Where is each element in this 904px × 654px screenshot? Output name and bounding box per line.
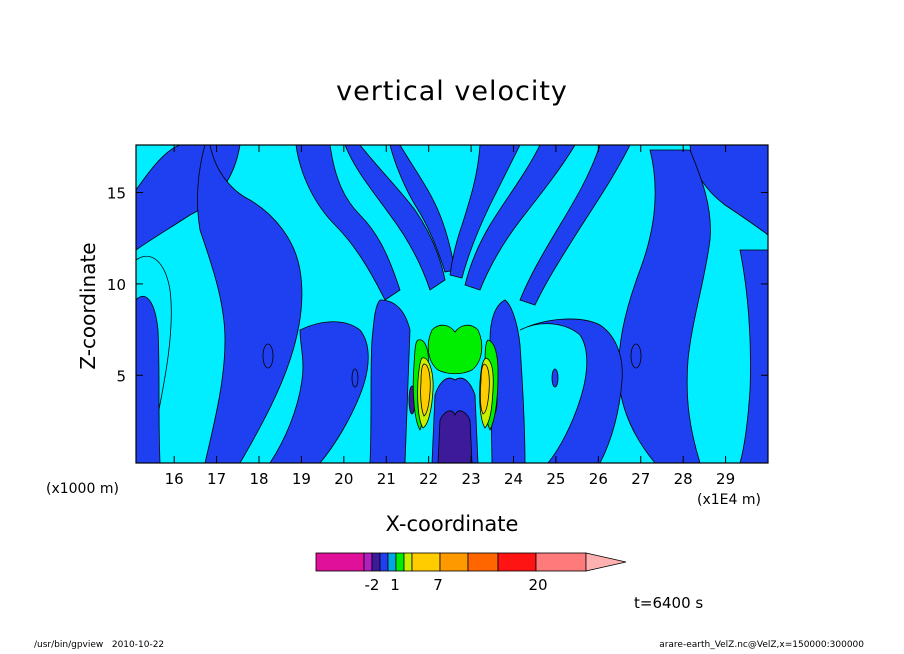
footer-source: arare-earth_VelZ.nc@VelZ,x=150000:300000 <box>659 640 864 650</box>
y-tick-label: 15 <box>107 185 126 203</box>
colorbar-swatch <box>363 552 373 572</box>
colorbar-label: 20 <box>528 576 547 594</box>
y-tick-label: 10 <box>107 276 126 294</box>
contour-field <box>136 145 768 463</box>
colorbar-label: 7 <box>433 576 443 594</box>
colorbar-swatch <box>315 552 365 572</box>
colorbar-swatch <box>535 552 587 572</box>
strong-updraft <box>417 357 494 429</box>
colorbar-swatch <box>439 552 469 572</box>
x-axis-label: X-coordinate <box>385 512 519 536</box>
x-tick-label: 27 <box>631 470 650 488</box>
time-label: t=6400 s <box>634 594 704 612</box>
colorbar-extension <box>585 552 627 572</box>
x-tick-label: 29 <box>716 470 735 488</box>
colorbar-swatch <box>387 552 397 572</box>
x-tick-label: 24 <box>504 470 523 488</box>
x-tick-label: 25 <box>546 470 565 488</box>
x-tick-label: 19 <box>292 470 311 488</box>
x-tick-label: 21 <box>377 470 396 488</box>
y-axis-unit: (x1000 m) <box>46 481 119 497</box>
chart-title: vertical velocity <box>336 76 568 107</box>
colorbar-swatch <box>497 552 537 572</box>
x-tick-label: 20 <box>334 470 353 488</box>
colorbar-swatch <box>395 552 405 572</box>
y-axis-label: Z-coordinate <box>76 242 100 370</box>
colorbar-swatch <box>467 552 499 572</box>
x-tick-label: 17 <box>207 470 226 488</box>
x-axis: 16 17 18 19 20 21 22 23 24 25 26 27 28 29 <box>165 145 735 488</box>
x-tick-label: 28 <box>674 470 693 488</box>
footer-date: 2010-10-22 <box>111 640 165 650</box>
plot-frame <box>135 144 769 464</box>
x-tick-label: 23 <box>462 470 481 488</box>
colorbar-swatch <box>379 552 389 572</box>
y-tick-label: 5 <box>116 367 126 385</box>
colorbar-swatch <box>371 552 381 572</box>
colorbar: -2 1 7 20 <box>315 552 627 594</box>
x-tick-label: 22 <box>419 470 438 488</box>
footer-program: /usr/bin/gpview 2010-10-22 <box>34 640 165 650</box>
x-tick-label: 16 <box>165 470 184 488</box>
colorbar-label: 1 <box>390 576 400 594</box>
colorbar-swatch <box>411 552 441 572</box>
downdraft-regions <box>136 145 768 463</box>
x-tick-label: 26 <box>589 470 608 488</box>
x-axis-unit: (x1E4 m) <box>697 492 761 508</box>
x-tick-label: 18 <box>249 470 268 488</box>
colorbar-swatch <box>403 552 413 572</box>
colorbar-label: -2 <box>365 576 380 594</box>
y-axis: 5 10 15 <box>107 185 768 385</box>
